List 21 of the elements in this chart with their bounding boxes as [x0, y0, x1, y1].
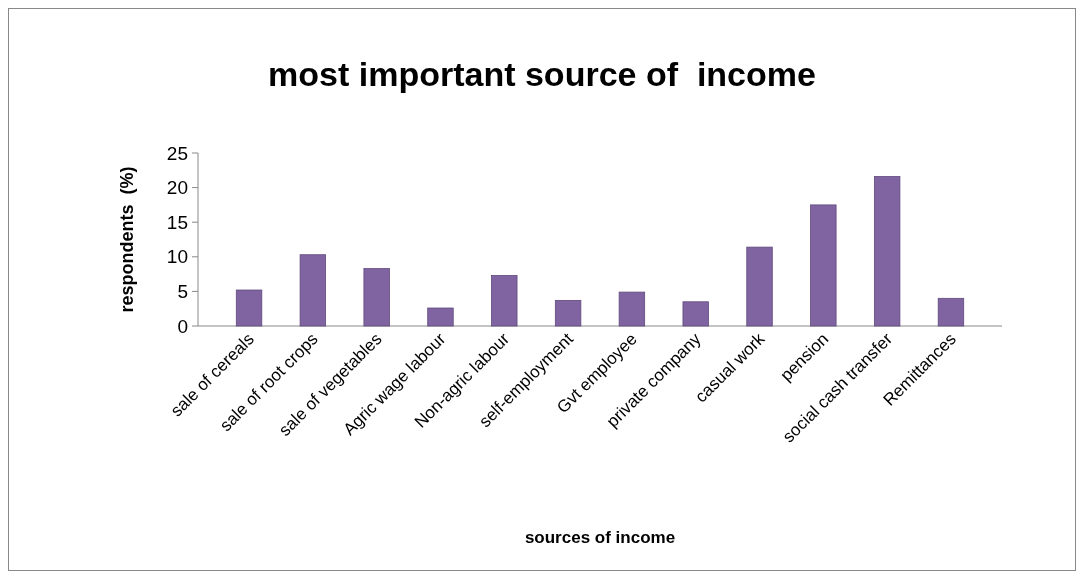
bar [873, 176, 901, 327]
bar [427, 307, 454, 327]
bar [618, 291, 646, 327]
y-axis-title: respondents (%) [117, 166, 137, 313]
chart-title: most important source of income [268, 55, 816, 93]
bar [682, 301, 709, 327]
y-tick-label: 20 [166, 177, 188, 199]
y-tick-label: 10 [166, 246, 188, 268]
y-tick-label: 5 [177, 281, 188, 303]
y-tick-label: 15 [166, 211, 188, 233]
bar [937, 297, 965, 327]
bar [810, 204, 837, 327]
bar [235, 289, 263, 327]
bar [299, 254, 327, 327]
bar [746, 246, 773, 327]
bar [491, 275, 518, 327]
y-tick-label: 25 [166, 142, 188, 164]
bar [363, 268, 390, 327]
bar [554, 300, 582, 327]
x-axis-title: sources of income [524, 528, 676, 547]
y-tick-label: 0 [177, 315, 188, 337]
